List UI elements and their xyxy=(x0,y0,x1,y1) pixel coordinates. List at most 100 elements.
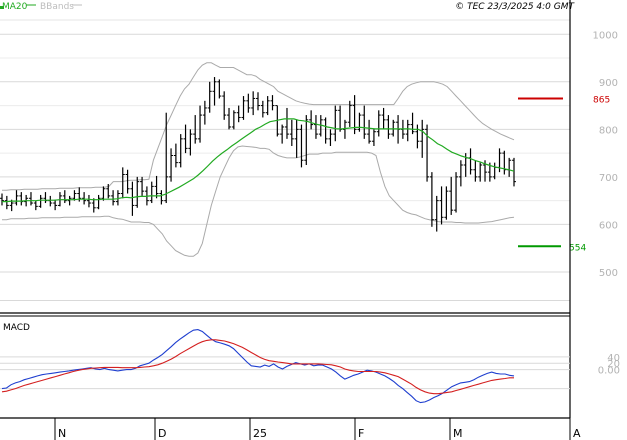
ohlc-bar xyxy=(429,172,434,227)
macd-lines xyxy=(1,329,515,404)
ohlc-bar xyxy=(159,190,164,205)
ohlc-bar xyxy=(207,81,212,113)
price-y-tick-label: 500 xyxy=(599,268,618,279)
ohlc-bar xyxy=(198,105,203,143)
ohlc-bar xyxy=(101,186,106,201)
ohlc-bar xyxy=(115,190,120,206)
ohlc-bar xyxy=(62,190,67,204)
ohlc-bar xyxy=(212,77,217,106)
ohlc-bar xyxy=(371,129,376,146)
ohlc-bar xyxy=(38,194,43,208)
bband-upper-line xyxy=(2,62,515,191)
ohlc-bar xyxy=(362,105,367,139)
ohlc-bar xyxy=(183,124,188,154)
ohlc-bar xyxy=(53,199,58,211)
ohlc-bar xyxy=(19,192,24,206)
ohlc-bar xyxy=(96,194,101,210)
ohlc-bar xyxy=(86,194,91,208)
macd-title: MACD xyxy=(3,323,30,333)
ohlc-bar xyxy=(130,181,135,216)
ohlc-bar xyxy=(111,190,116,206)
price-y-tick-label: 800 xyxy=(599,125,618,136)
ohlc-bar xyxy=(376,110,381,137)
ohlc-bar xyxy=(328,129,333,146)
price-grid xyxy=(0,19,570,301)
ohlc-bar xyxy=(106,184,111,199)
ohlc-bar xyxy=(173,143,178,168)
ohlc-bar xyxy=(67,195,72,206)
macd-y-tick-label: 0.00 xyxy=(598,366,620,377)
ohlc-bar xyxy=(280,124,285,144)
ohlc-bar xyxy=(72,190,77,201)
ohlc-bar xyxy=(125,169,130,194)
ohlc-bar xyxy=(260,100,265,118)
ohlc-bar xyxy=(299,124,304,168)
macd-y-tick-label: 40 xyxy=(607,353,620,364)
ohlc-bar xyxy=(289,119,294,146)
ohlc-bar xyxy=(217,79,222,99)
ohlc-bar xyxy=(256,92,260,111)
ohlc-bar xyxy=(4,195,9,210)
ma20-legend-swatch-left xyxy=(0,6,4,9)
macd-grid xyxy=(0,356,570,390)
ohlc-bar xyxy=(454,172,459,213)
ohlc-bar xyxy=(275,105,280,137)
ohlc-bar xyxy=(420,119,425,158)
ohlc-bar xyxy=(135,176,140,208)
copyright-timestamp: © TEC 23/3/2025 4:0 GMT xyxy=(455,2,575,12)
ohlc-bar xyxy=(14,190,19,206)
ohlc-bar xyxy=(28,192,33,206)
x-axis: N D 25 F M A xyxy=(54,418,581,440)
x-axis-tick-label: N xyxy=(58,427,66,440)
ohlc-bar xyxy=(405,119,410,142)
ohlc-bar xyxy=(381,107,386,130)
ohlc-bar xyxy=(449,176,454,215)
ohlc-bar xyxy=(202,100,207,125)
ohlc-bar xyxy=(458,160,463,187)
ohlc-bar xyxy=(415,124,420,149)
ohlc-bar xyxy=(231,110,236,130)
ohlc-bar xyxy=(164,112,169,204)
bbands-legend-label: BBands xyxy=(40,2,74,12)
x-axis-tick-label: 25 xyxy=(253,427,267,440)
ohlc-bar xyxy=(468,148,473,175)
ohlc-bar xyxy=(313,115,318,139)
ohlc-bar xyxy=(338,105,343,132)
ohlc-bar xyxy=(391,119,396,137)
x-axis-tick-label: D xyxy=(158,427,166,440)
ohlc-bar xyxy=(265,96,270,116)
bband-lower-line xyxy=(2,145,515,257)
ohlc-bar xyxy=(502,150,507,175)
x-axis-tick-label: A xyxy=(573,427,581,440)
ohlc-bar xyxy=(140,176,145,196)
support-label: 554 xyxy=(569,243,586,253)
ohlc-bar xyxy=(507,157,512,177)
ohlc-bar xyxy=(251,91,256,116)
resistance-label: 865 xyxy=(593,95,610,105)
ohlc-bar xyxy=(227,107,232,130)
ohlc-bar xyxy=(425,124,430,182)
price-bars xyxy=(0,77,516,232)
bollinger-bands xyxy=(2,62,515,257)
ohlc-bar xyxy=(33,200,38,211)
ohlc-bar xyxy=(333,105,338,142)
price-y-tick-label: 900 xyxy=(599,78,618,89)
ohlc-bar xyxy=(236,105,241,123)
ohlc-bar xyxy=(304,115,309,165)
ohlc-bar xyxy=(188,129,193,156)
ohlc-bar xyxy=(43,192,48,204)
ohlc-bar xyxy=(342,119,347,139)
ohlc-bar xyxy=(434,195,439,232)
ohlc-bar xyxy=(323,117,328,144)
ohlc-bar xyxy=(444,186,449,220)
ohlc-bar xyxy=(246,93,251,113)
ohlc-bar xyxy=(91,198,96,213)
ohlc-bar xyxy=(512,157,516,187)
ohlc-bar xyxy=(82,192,87,205)
macd-y-tick-label: 20 xyxy=(607,359,620,370)
ohlc-bar xyxy=(386,115,391,139)
ohlc-bar xyxy=(270,95,275,111)
ohlc-bar xyxy=(294,119,299,158)
